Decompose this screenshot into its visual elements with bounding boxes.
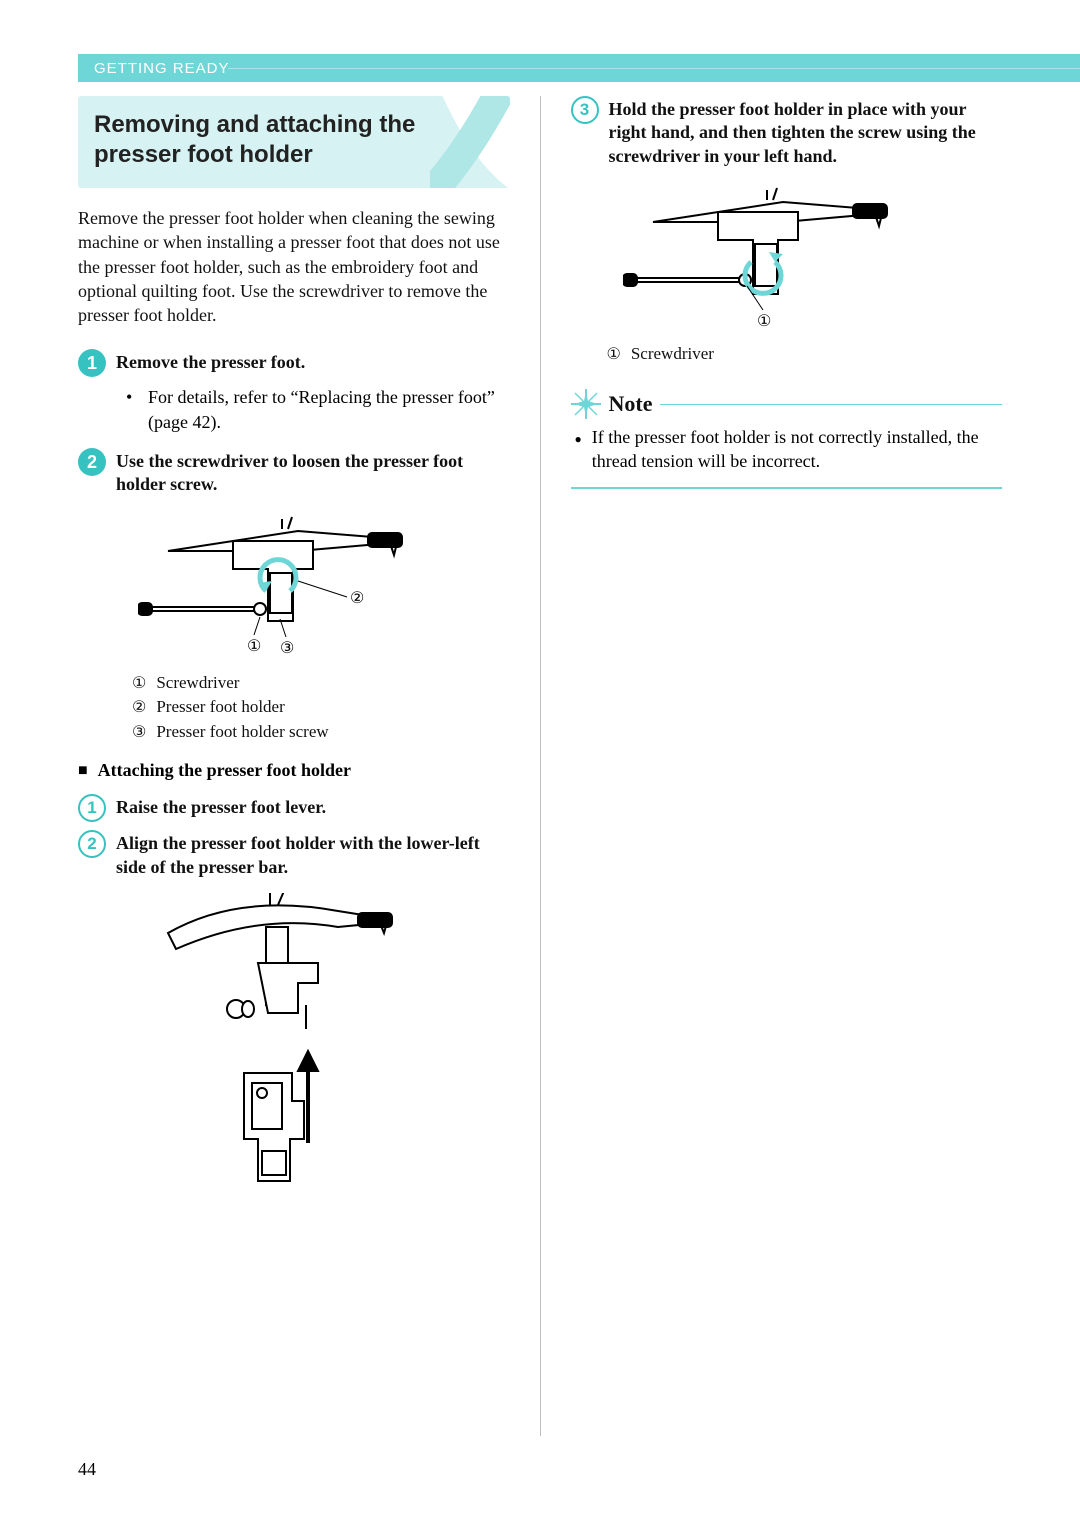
subheading-attaching: ■ Attaching the presser foot holder bbox=[78, 760, 510, 782]
step-2: 2 Use the screwdriver to loosen the pres… bbox=[78, 448, 510, 497]
note-body: If the presser foot holder is not correc… bbox=[571, 425, 1003, 474]
page-number: 44 bbox=[78, 1459, 96, 1480]
figure-3-legend: ① Screwdriver bbox=[571, 342, 1003, 366]
step-3: 3 Hold the presser foot holder in place … bbox=[571, 96, 1003, 168]
figure-align-holder bbox=[158, 893, 510, 1203]
callout-num: ① bbox=[607, 344, 621, 366]
callout-label: Presser foot holder screw bbox=[156, 720, 328, 744]
step-number-badge: 2 bbox=[78, 448, 106, 476]
callout-row: ① Screwdriver bbox=[132, 671, 510, 695]
note-box: Note If the presser foot holder is not c… bbox=[571, 389, 1003, 490]
section-title: Removing and attaching the presser foot … bbox=[94, 110, 428, 170]
callout-mark-1: ① bbox=[757, 313, 771, 330]
title-arc-decor bbox=[430, 96, 510, 188]
step-number-badge: 3 bbox=[571, 96, 599, 124]
callout-num: ① bbox=[132, 673, 146, 695]
callout-label: Screwdriver bbox=[156, 671, 239, 695]
note-header: Note bbox=[571, 389, 1003, 419]
attach-step-2: 2 Align the presser foot holder with the… bbox=[78, 830, 510, 879]
step-number-badge: 1 bbox=[78, 794, 106, 822]
step-1: 1 Remove the presser foot. bbox=[78, 349, 510, 377]
callout-num: ③ bbox=[132, 722, 146, 744]
note-text: If the presser foot holder is not correc… bbox=[592, 425, 1002, 474]
attach-step-1: 1 Raise the presser foot lever. bbox=[78, 794, 510, 822]
subheading-text: Attaching the presser foot holder bbox=[98, 760, 351, 782]
column-divider bbox=[540, 96, 541, 1436]
note-title: Note bbox=[609, 391, 653, 417]
left-column: Removing and attaching the presser foot … bbox=[78, 96, 510, 1436]
figure-tighten-screw: ① bbox=[623, 182, 1003, 332]
step-number-badge: 2 bbox=[78, 830, 106, 858]
step-title: Raise the presser foot lever. bbox=[116, 794, 326, 819]
callout-mark-2: ② bbox=[350, 590, 364, 607]
callout-row: ① Screwdriver bbox=[607, 342, 1003, 366]
callout-mark-3: ③ bbox=[280, 640, 294, 657]
callout-label: Screwdriver bbox=[631, 342, 714, 366]
figure-loosen-screw: ① ② ③ bbox=[138, 511, 510, 661]
square-bullet-icon: ■ bbox=[78, 760, 88, 782]
step-title: Hold the presser foot holder in place wi… bbox=[609, 96, 1003, 168]
sparkle-icon bbox=[571, 389, 601, 419]
figure-1-legend: ① Screwdriver ② Presser foot holder ③ Pr… bbox=[78, 671, 510, 744]
right-column: 3 Hold the presser foot holder in place … bbox=[571, 96, 1003, 1436]
note-rule bbox=[660, 403, 1002, 405]
callout-mark-1: ① bbox=[247, 638, 261, 655]
step-title: Use the screwdriver to loosen the presse… bbox=[116, 448, 510, 497]
intro-text: Remove the presser foot holder when clea… bbox=[78, 206, 510, 327]
step-title: Remove the presser foot. bbox=[116, 349, 305, 374]
step-title: Align the presser foot holder with the l… bbox=[116, 830, 510, 879]
callout-num: ② bbox=[132, 697, 146, 719]
content-area: Removing and attaching the presser foot … bbox=[78, 96, 1002, 1436]
step-1-bullet: For details, refer to “Replacing the pre… bbox=[78, 385, 510, 434]
callout-row: ③ Presser foot holder screw bbox=[132, 720, 510, 744]
header-rule bbox=[228, 68, 1080, 69]
bullet-text: For details, refer to “Replacing the pre… bbox=[148, 385, 510, 434]
step-number-badge: 1 bbox=[78, 349, 106, 377]
callout-label: Presser foot holder bbox=[156, 695, 284, 719]
section-title-box: Removing and attaching the presser foot … bbox=[78, 96, 510, 188]
callout-row: ② Presser foot holder bbox=[132, 695, 510, 719]
